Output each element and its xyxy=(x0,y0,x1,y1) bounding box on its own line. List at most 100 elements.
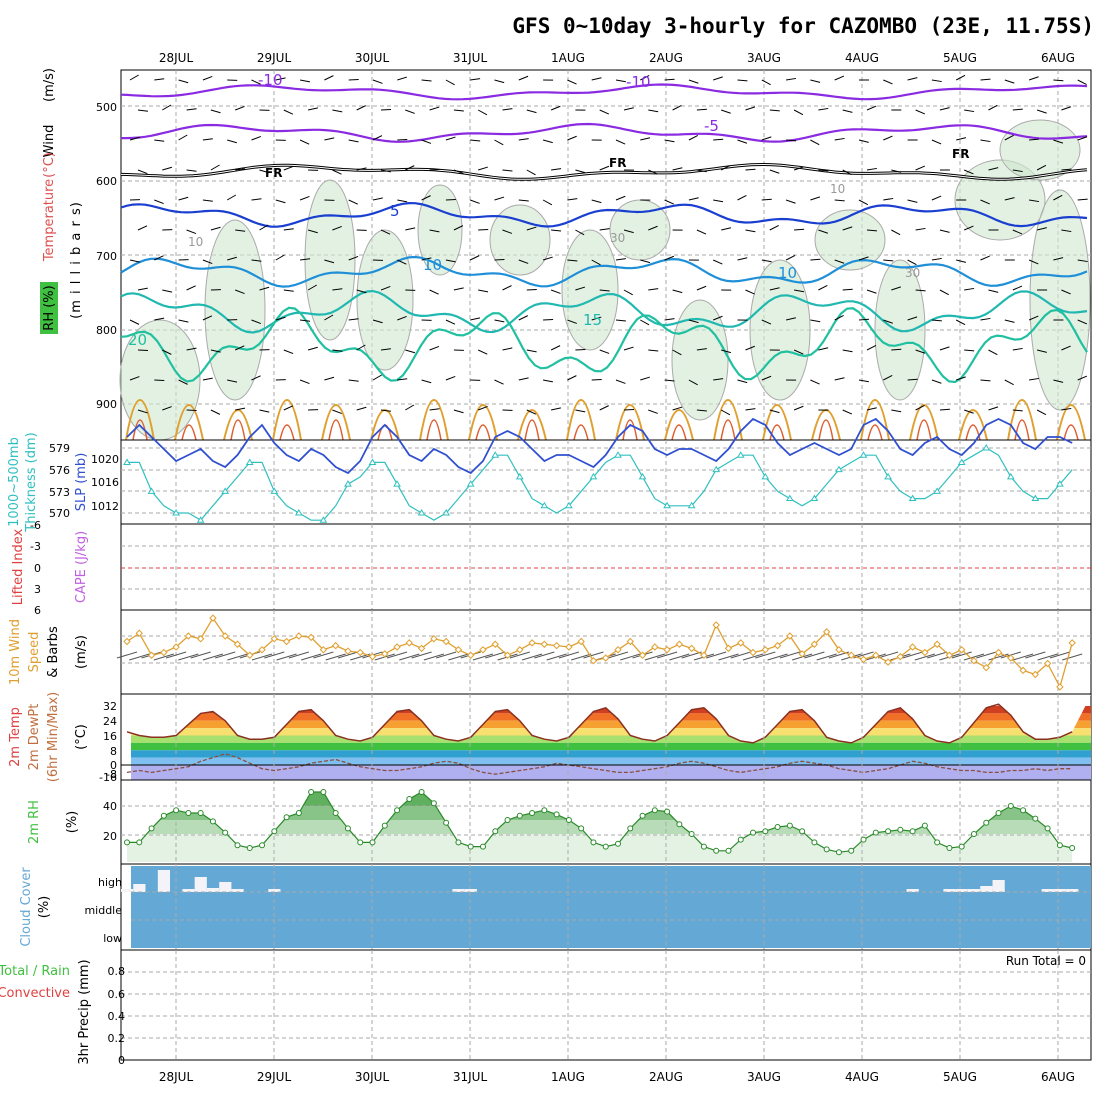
wind10m-barb xyxy=(730,651,751,659)
wind10m-label-c: & Barbs xyxy=(46,626,61,678)
wind-barb xyxy=(567,79,577,85)
wind10m-point xyxy=(307,633,315,642)
wind-barb xyxy=(1077,319,1088,325)
wind-barb xyxy=(1036,227,1047,231)
rh-point xyxy=(664,808,671,815)
wind10m-barb xyxy=(288,651,309,659)
wind10m-point xyxy=(147,651,156,659)
wind-barb xyxy=(988,167,999,171)
wind-barb xyxy=(372,135,383,141)
wind-barb xyxy=(518,377,529,381)
wind-barb xyxy=(235,229,246,232)
contour-10 xyxy=(120,255,1088,288)
wind10m-barb xyxy=(448,653,469,661)
rh-point xyxy=(958,843,965,850)
wind-barb xyxy=(494,258,505,261)
wind-barb xyxy=(526,226,537,231)
wind-barb xyxy=(227,139,237,144)
wind-barb xyxy=(137,409,148,414)
wind-barb xyxy=(810,79,821,83)
wind-barb xyxy=(300,79,311,83)
wind-barb xyxy=(421,379,432,384)
wind-barb xyxy=(794,289,805,293)
precip-axis-label: 3hr Precip (mm) xyxy=(77,959,92,1064)
temp-tick: 8 xyxy=(110,745,117,758)
wind-barb xyxy=(543,379,554,383)
wind-barb xyxy=(575,286,586,291)
slp-tick: 1012 xyxy=(91,500,119,513)
wind-barb xyxy=(980,78,991,81)
wind-barb xyxy=(810,379,820,385)
wind-barb xyxy=(785,317,796,321)
wind-barb xyxy=(226,194,237,201)
wind10m-point xyxy=(626,637,634,646)
wind10m-point xyxy=(381,650,389,658)
wind-barb xyxy=(1036,349,1047,353)
thickness-tick: 573 xyxy=(49,486,70,499)
lifted-index-panel: -6 -3 0 3 6 Lifted Index CAPE (J/kg) xyxy=(11,519,1092,617)
contour-label: 20 xyxy=(128,331,147,349)
wind-barb xyxy=(713,76,723,81)
wind-barb xyxy=(1077,259,1088,263)
temperature-grid xyxy=(175,694,1059,780)
thickness-point xyxy=(687,501,696,509)
pressure-tick: 600 xyxy=(96,175,117,188)
wind-barb xyxy=(615,258,626,261)
thickness-axis: 579 576 573 570 xyxy=(49,442,70,520)
wind-barb xyxy=(1028,315,1039,321)
wind10m-point xyxy=(430,635,438,643)
lifted-index-axis: -6 -3 0 3 6 xyxy=(30,519,41,617)
wind10m-point xyxy=(1007,654,1015,662)
wind-barb xyxy=(761,136,772,141)
wind-barb xyxy=(988,406,999,411)
rh-point xyxy=(394,807,401,814)
thickness-point xyxy=(589,472,598,480)
wind-barb xyxy=(761,198,772,201)
rh-point xyxy=(639,812,646,819)
wind10m-point xyxy=(417,644,426,653)
wind-barb xyxy=(137,287,148,291)
wind-barb xyxy=(307,346,318,351)
wind10m-point xyxy=(651,643,659,651)
thickness-label-b: Thickness (dm) xyxy=(24,432,39,532)
contour-label: 30 xyxy=(905,266,920,280)
wind10m-point xyxy=(982,663,990,672)
wind-barb xyxy=(372,319,383,324)
wind-barb xyxy=(980,317,991,321)
rh-point xyxy=(615,840,621,847)
wind10m-barb xyxy=(558,651,580,659)
rh-blob xyxy=(489,204,551,276)
thickness-tick: 579 xyxy=(49,442,70,455)
wind-barb xyxy=(210,349,221,353)
wind-barb xyxy=(162,349,172,355)
rh-point xyxy=(1032,815,1039,822)
wind-barb xyxy=(891,409,902,413)
wind-barb xyxy=(737,79,748,82)
wind-barb xyxy=(251,375,261,381)
cloud-bar xyxy=(219,882,232,892)
wind10m-point xyxy=(675,640,684,648)
wind10m-panel: 10m Wind Speed & Barbs (m/s) xyxy=(8,609,1092,695)
wind-barb xyxy=(842,226,853,231)
wind-barb xyxy=(550,289,561,294)
wind-barb xyxy=(186,169,197,172)
wind-barb xyxy=(494,196,505,201)
rh-point xyxy=(1069,845,1076,851)
wind10m-barb xyxy=(202,653,224,661)
thickness-point xyxy=(565,501,573,509)
wind-barb xyxy=(883,375,893,381)
thickness-point xyxy=(638,472,647,480)
wind-barb xyxy=(470,199,480,204)
wind-barb xyxy=(1077,79,1087,85)
wind-barb xyxy=(834,199,845,202)
wind-barb xyxy=(137,225,148,231)
wind-barb xyxy=(445,375,456,381)
wind-barb xyxy=(178,134,188,141)
temperature-mask xyxy=(127,695,1091,743)
contour-hot xyxy=(720,419,736,441)
wind-barb xyxy=(202,377,213,381)
upper-air-panel: -10 -10 -5 FR FR FR 5 10 10 15 20 10 10 … xyxy=(40,68,1092,441)
wind10m-barb xyxy=(165,651,187,659)
cloud-bar xyxy=(980,886,993,892)
wind-barb xyxy=(721,109,731,114)
